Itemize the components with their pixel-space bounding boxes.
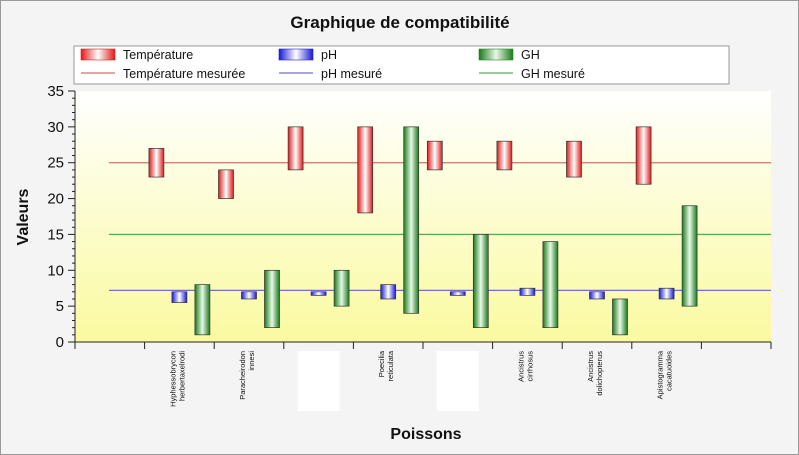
bar-temprature-4 — [426, 140, 443, 171]
y-axis-title: Valeurs — [15, 188, 32, 245]
bar-gh-7 — [681, 205, 698, 307]
x-category-label-line: Paracheirodon — [238, 351, 247, 400]
y-tick-label: 35 — [47, 83, 64, 100]
x-category-label-line: cirrhosus — [525, 351, 534, 382]
legend-label-1: pH — [321, 48, 337, 62]
bar-temprature-6 — [566, 140, 582, 178]
y-tick-label: 15 — [47, 226, 64, 243]
x-category-label-line: cacatuoides — [665, 351, 674, 391]
hidden-label-box — [436, 351, 479, 411]
bar-gh-6 — [612, 298, 628, 336]
bar-ph-7 — [658, 287, 675, 300]
x-category-label: Ancistrus dolichopterus — [586, 351, 604, 396]
bar-temprature-3 — [357, 126, 374, 214]
legend-ref-label-2: GH mesuré — [521, 67, 585, 81]
bar-temprature-7 — [635, 126, 652, 185]
x-category-label: Hyphessobrycon herbertaxelrodi — [168, 351, 186, 407]
legend-swatch-1 — [278, 48, 314, 61]
y-tick-label: 10 — [47, 262, 64, 279]
bar-ph-0 — [171, 291, 188, 303]
x-category-label: Ancistrus cirrhosus — [516, 351, 534, 382]
x-category-label: Paracheirodon innesi — [238, 351, 256, 400]
y-tick-label: 30 — [47, 119, 64, 136]
bar-ph-1 — [241, 291, 257, 300]
x-category-label: Poecilia reticulata — [377, 350, 395, 381]
x-category-label: Apistogramma cacatuoides — [656, 350, 674, 399]
bar-gh-5 — [542, 241, 559, 329]
chart-title: Graphique de compatibilité — [290, 13, 509, 32]
x-category-label-line: Ancistrus — [516, 351, 525, 382]
legend-ref-label-0: Température mesurée — [123, 67, 245, 81]
plot-area — [75, 91, 771, 342]
x-category-label-line: Hyphessobrycon — [168, 351, 177, 407]
bar-ph-3 — [380, 284, 397, 300]
bar-gh-0 — [194, 284, 211, 336]
x-category-label-line: innesi — [247, 351, 256, 371]
x-category-label-line: dolichopterus — [595, 351, 604, 396]
x-category-label-line: Ancistrus — [586, 351, 595, 382]
bar-gh-1 — [264, 269, 280, 329]
bar-temprature-1 — [218, 169, 234, 199]
y-axis-ticks: 0 5 10 15 20 25 30 35 — [47, 83, 64, 351]
bar-ph-5 — [519, 287, 536, 296]
bar-temprature-5 — [496, 140, 513, 171]
y-tick-label: 5 — [56, 298, 64, 315]
x-category-label-line: herbertaxelrodi — [177, 351, 186, 401]
bar-gh-4 — [472, 234, 489, 329]
x-axis-labels: Hyphessobrycon herbertaxelrodi Paracheirod… — [168, 350, 674, 411]
x-category-label-line: reticulata — [386, 350, 395, 381]
legend-label-0: Température — [123, 48, 193, 62]
bar-ph-4 — [449, 291, 466, 296]
bar-gh-3 — [403, 126, 420, 314]
bar-temprature-0 — [148, 148, 165, 178]
bar-temprature-2 — [287, 126, 304, 171]
bar-ph-6 — [589, 291, 605, 300]
y-tick-label: 0 — [56, 334, 64, 351]
legend-swatch-0 — [80, 48, 116, 61]
legend: Température pH GH Température mesurée pH mes… — [73, 45, 730, 85]
bar-gh-2 — [333, 269, 350, 307]
legend-ref-label-1: pH mesuré — [321, 67, 382, 81]
x-category-label-line: Poecilia — [377, 350, 386, 377]
legend-swatch-2 — [478, 48, 514, 61]
x-category-label-line: Apistogramma — [656, 350, 665, 399]
y-tick-label: 20 — [47, 191, 64, 208]
bar-ph-2 — [310, 291, 327, 296]
legend-label-2: GH — [521, 48, 540, 62]
x-axis-title: Poissons — [390, 426, 461, 443]
hidden-label-box — [297, 351, 340, 411]
bars — [148, 126, 698, 336]
y-tick-label: 25 — [47, 155, 64, 172]
axes — [68, 90, 772, 349]
legend-box — [73, 45, 730, 85]
